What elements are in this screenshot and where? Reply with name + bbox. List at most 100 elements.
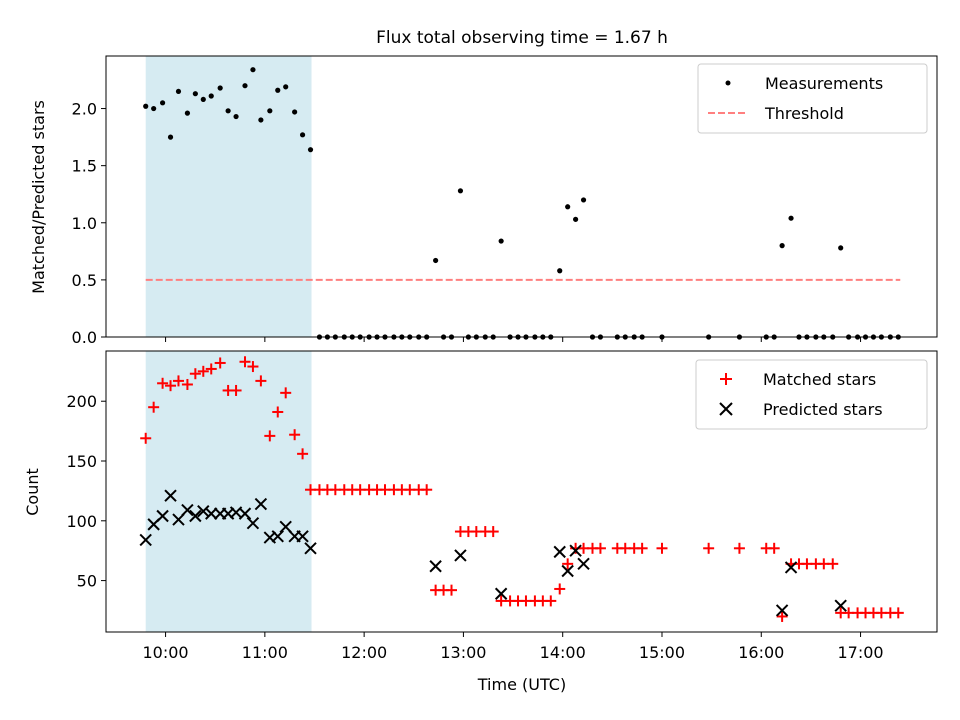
predicted-stars-point <box>553 545 566 559</box>
matched-stars-point <box>827 558 839 570</box>
predicted-stars-point <box>254 497 268 511</box>
matched-stars-point <box>148 401 160 413</box>
top-panel-x-ticks <box>165 337 862 342</box>
measurement-point <box>557 268 563 274</box>
predicted-stars-point <box>164 489 177 502</box>
matched-stars-point <box>446 584 458 596</box>
y-tick-label: 100 <box>66 512 97 531</box>
matched-stars-point <box>157 377 169 389</box>
matched-stars-point <box>594 542 606 554</box>
predicted-stars-point <box>197 505 210 518</box>
measurement-point <box>250 67 256 73</box>
matched-stars-point <box>703 542 715 554</box>
matched-stars-point <box>562 558 574 570</box>
measurement-point <box>573 216 579 222</box>
matched-stars-point <box>197 365 209 377</box>
matched-stars-point <box>656 542 668 554</box>
measurement-point <box>838 245 844 251</box>
predicted-stars-point <box>181 503 194 517</box>
measurement-point <box>275 87 281 93</box>
x-tick-label: 13:00 <box>440 643 486 662</box>
measurement-point <box>208 93 214 99</box>
matched-stars-point <box>289 429 301 441</box>
measurement-point <box>159 100 166 106</box>
matched-stars-point <box>768 542 780 554</box>
matched-stars-point <box>239 356 251 368</box>
measurement-point <box>299 132 306 138</box>
predicted-stars-point <box>246 516 260 530</box>
legend-predicted-label: Predicted stars <box>763 400 883 419</box>
legend-threshold-label: Threshold <box>764 104 844 123</box>
measurement-point <box>267 108 273 114</box>
matched-stars-point <box>165 380 177 392</box>
x-tick-label: 15:00 <box>639 643 685 662</box>
matched-stars-point <box>636 542 648 554</box>
predicted-stars-point <box>784 561 798 574</box>
x-tick-label: 11:00 <box>242 643 288 662</box>
measurement-point <box>433 257 439 264</box>
matched-stars-point <box>733 542 745 554</box>
bottom-panel-ylabel: Count <box>23 468 42 516</box>
predicted-stars-point <box>775 604 789 617</box>
legend-matched-label: Matched stars <box>763 370 876 389</box>
matched-stars-point <box>214 357 226 369</box>
x-tick-label: 17:00 <box>837 643 883 662</box>
bottom-panel: 50 100 150 200 10:00 11:00 12:00 13:00 14:00 15:… <box>23 350 938 694</box>
predicted-stars-point <box>834 599 847 612</box>
y-tick-label: 0.0 <box>72 328 97 347</box>
predicted-stars-point <box>494 587 508 600</box>
matched-stars-point <box>205 363 217 375</box>
matched-stars-point <box>776 610 788 622</box>
y-tick-label: 200 <box>66 392 97 411</box>
measurement-point <box>175 88 182 95</box>
legend-matched-marker <box>720 373 732 385</box>
top-panel-frame <box>105 55 938 338</box>
measurement-point <box>143 103 149 109</box>
x-tick-label: 14:00 <box>540 643 586 662</box>
top-legend-box <box>697 63 928 134</box>
measurement-point <box>580 197 587 203</box>
predicted-stars-point <box>577 557 590 571</box>
measurement-point <box>184 110 191 116</box>
predicted-stars-point <box>205 507 218 520</box>
matched-stars-point <box>230 384 242 396</box>
predicted-stars-point <box>454 549 467 562</box>
measurement-point <box>242 83 248 89</box>
predicted-stars-point <box>139 533 152 547</box>
measurement-point <box>200 96 206 103</box>
measurement-point <box>167 134 174 140</box>
measurement-point <box>565 204 571 210</box>
top-panel-highlight-span <box>145 56 312 337</box>
bottom-panel-points <box>139 356 904 622</box>
bottom-legend-box <box>695 359 928 430</box>
y-tick-label: 1.0 <box>72 214 97 233</box>
y-tick-label: 0.5 <box>72 271 97 290</box>
legend-measurements-label: Measurements <box>765 74 883 93</box>
top-panel-y-ticks: 0.0 0.5 1.0 1.5 2.0 <box>72 100 106 347</box>
matched-stars-point <box>181 378 193 390</box>
y-tick-label: 2.0 <box>72 100 97 119</box>
legend-predicted-marker <box>719 402 733 416</box>
measurement-point <box>788 215 794 221</box>
matched-stars-point <box>140 432 152 444</box>
matched-stars-point <box>280 387 292 399</box>
predicted-stars-point <box>304 542 317 555</box>
measurement-point <box>151 105 157 112</box>
predicted-stars-point <box>296 530 309 543</box>
y-tick-label: 50 <box>77 572 97 591</box>
matched-stars-point <box>264 430 276 442</box>
matched-stars-point <box>189 368 201 380</box>
x-tick-label: 12:00 <box>341 643 387 662</box>
legend-measurements-marker <box>725 80 731 86</box>
predicted-stars-point <box>569 544 582 557</box>
matched-stars-point <box>545 595 557 607</box>
predicted-stars-point <box>279 520 292 533</box>
y-tick-label: 1.5 <box>72 157 97 176</box>
predicted-stars-point <box>189 509 202 523</box>
bottom-panel-y-ticks: 50 100 150 200 <box>66 392 106 591</box>
matched-stars-point <box>172 375 184 387</box>
x-axis-label: Time (UTC) <box>477 675 566 694</box>
predicted-stars-point <box>156 509 169 523</box>
predicted-stars-point <box>429 560 442 573</box>
predicted-stars-point <box>172 513 185 526</box>
